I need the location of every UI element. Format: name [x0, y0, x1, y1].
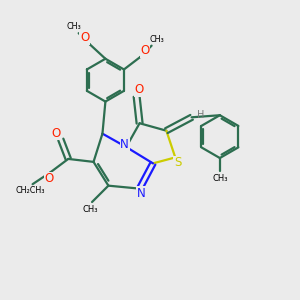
Text: CH₃: CH₃	[149, 34, 164, 43]
Text: CH₃: CH₃	[212, 174, 228, 183]
Text: CH₂CH₃: CH₂CH₃	[16, 186, 45, 195]
Text: N: N	[120, 138, 129, 152]
Text: O: O	[134, 83, 144, 97]
Text: H: H	[197, 110, 204, 120]
Text: S: S	[174, 156, 181, 169]
Text: O: O	[140, 44, 149, 57]
Text: O: O	[52, 127, 61, 140]
Text: N: N	[137, 187, 146, 200]
Text: CH₃: CH₃	[83, 205, 98, 214]
Text: O: O	[80, 32, 89, 44]
Text: O: O	[44, 172, 54, 185]
Text: CH₃: CH₃	[66, 22, 81, 31]
